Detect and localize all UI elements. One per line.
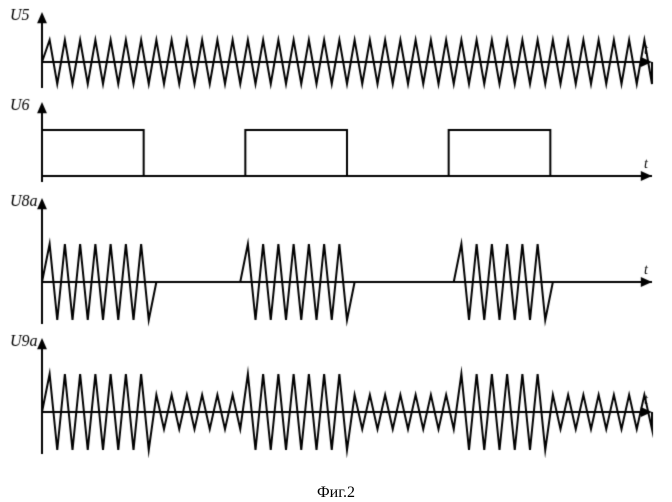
figure-caption: Фиг.2 (0, 484, 672, 502)
timing-diagram (0, 0, 672, 480)
